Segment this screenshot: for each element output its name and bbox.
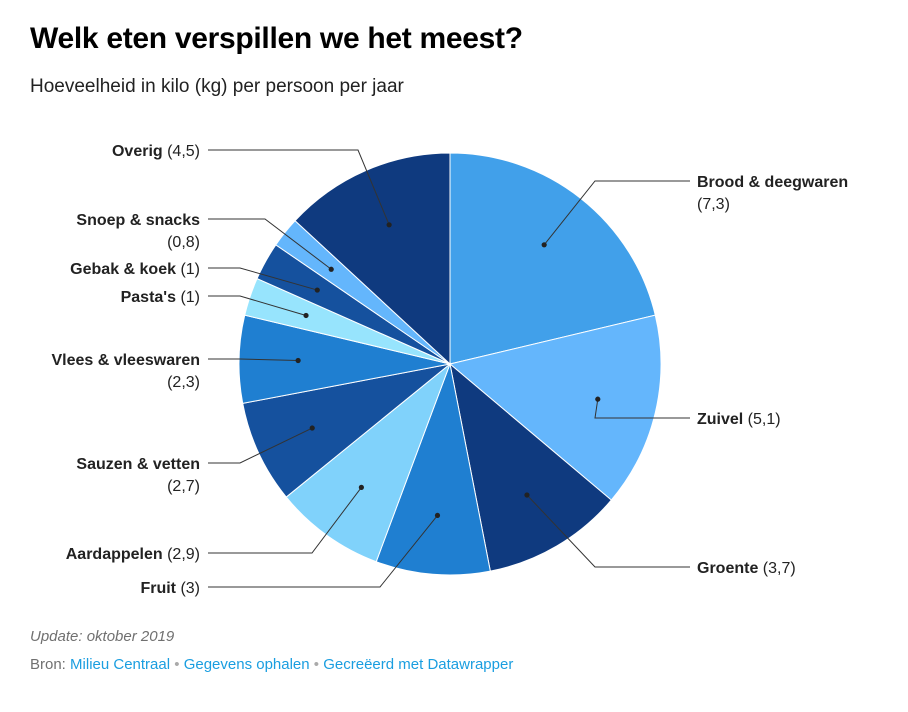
source-prefix: Bron: xyxy=(30,656,66,673)
slice-label-name: Zuivel xyxy=(697,411,743,428)
slice-label-snoep-snacks: Snoep & snacks (0,8) xyxy=(76,212,200,251)
slice-label-value: (2,3) xyxy=(167,374,200,391)
callout-line-snoep-snacks xyxy=(208,218,332,270)
chart-title: Welk eten verspillen we het meest? xyxy=(30,22,523,55)
separator-dot: • xyxy=(174,656,180,673)
callout-line-vlees-vleeswaren xyxy=(208,358,299,362)
pie-slice-aardappelen[interactable] xyxy=(285,362,452,563)
slice-label-zuivel: Zuivel (5,1) xyxy=(697,411,781,428)
callout-dot-fruit xyxy=(434,512,441,519)
pie-slice-overig[interactable] xyxy=(294,152,451,366)
callout-line-pasta-s xyxy=(208,295,307,316)
callout-line-zuivel xyxy=(594,399,690,419)
slice-label-value: (1) xyxy=(176,261,200,278)
callout-dot-brood-deegwaren xyxy=(541,242,547,248)
callout-line-brood-deegwaren xyxy=(543,180,690,246)
pie-labels: Brood & deegwaren (7,3) Zuivel (5,1) Groent… xyxy=(51,143,848,597)
pie-slices xyxy=(238,152,662,576)
slice-label-value: (4,5) xyxy=(163,143,200,160)
slice-label-pasta-s: Pasta's (1) xyxy=(121,289,200,306)
chart-subtitle: Hoeveelheid in kilo (kg) per persoon per… xyxy=(30,76,404,97)
slice-label-vlees-vleeswaren: Vlees & vleeswaren (2,3) xyxy=(51,352,200,391)
callout-line-overig xyxy=(208,149,390,225)
slice-label-name: Aardappelen xyxy=(66,546,163,563)
slice-label-value: (7,3) xyxy=(697,196,730,213)
slice-label-aardappelen: Aardappelen (2,9) xyxy=(66,546,200,563)
slice-label-name: Snoep & snacks xyxy=(76,212,200,229)
pie-slice-fruit[interactable] xyxy=(375,362,491,576)
slice-label-overig: Overig (4,5) xyxy=(112,143,200,160)
callout-dot-pasta-s xyxy=(303,312,309,319)
pie-chart: Brood & deegwaren (7,3) Zuivel (5,1) Groent… xyxy=(51,143,848,597)
pie-slice-sauzen-vetten[interactable] xyxy=(242,363,451,498)
callout-dot-groente xyxy=(524,492,530,498)
slice-label-name: Sauzen & vetten xyxy=(76,456,200,473)
slice-label-value: (0,8) xyxy=(167,234,200,251)
made-with-link[interactable]: Gecreëerd met Datawrapper xyxy=(323,656,514,673)
slice-label-gebak-koek: Gebak & koek (1) xyxy=(70,261,200,278)
slice-label-name: Overig xyxy=(112,143,163,160)
pie-slice-groente[interactable] xyxy=(449,362,612,572)
callout-dot-zuivel xyxy=(595,396,601,402)
slice-label-value: (3,7) xyxy=(758,560,795,577)
callout-line-sauzen-vetten xyxy=(208,427,313,464)
slice-label-brood-deegwaren: Brood & deegwaren (7,3) xyxy=(697,174,848,213)
callout-line-aardappelen xyxy=(208,487,362,554)
update-note: Update: oktober 2019 xyxy=(30,628,175,645)
source-line: Bron: Milieu Centraal • Gegevens ophalen… xyxy=(30,656,513,673)
slice-label-value: (1) xyxy=(176,289,200,306)
slice-label-name: Brood & deegwaren xyxy=(697,174,848,191)
callout-line-fruit xyxy=(208,515,438,588)
callout-dot-aardappelen xyxy=(358,484,364,490)
slice-label-name: Groente xyxy=(697,560,758,577)
callout-line-groente xyxy=(526,494,690,568)
callout-dot-overig xyxy=(386,222,392,228)
callout-line-gebak-koek xyxy=(208,267,318,291)
separator-dot: • xyxy=(313,656,320,673)
pie-slice-zuivel[interactable] xyxy=(448,314,662,501)
slice-label-fruit: Fruit (3) xyxy=(140,580,200,597)
slice-label-name: Pasta's xyxy=(121,289,177,306)
slice-label-value: (2,7) xyxy=(167,478,200,495)
slice-label-groente: Groente (3,7) xyxy=(697,560,796,577)
slice-label-sauzen-vetten: Sauzen & vetten (2,7) xyxy=(76,456,200,495)
get-data-link[interactable]: Gegevens ophalen xyxy=(183,656,310,673)
slice-label-name: Gebak & koek xyxy=(70,261,176,278)
callout-dot-vlees-vleeswaren xyxy=(295,357,301,364)
slice-label-value: (5,1) xyxy=(743,411,780,428)
callout-dot-gebak-koek xyxy=(314,287,320,293)
slice-label-value: (2,9) xyxy=(163,546,200,563)
source-link[interactable]: Milieu Centraal xyxy=(70,656,171,673)
pie-callouts xyxy=(208,149,690,588)
slice-label-value: (3) xyxy=(176,580,200,597)
callout-dot-sauzen-vetten xyxy=(309,425,315,431)
slice-label-name: Fruit xyxy=(140,580,176,597)
slice-label-name: Vlees & vleeswaren xyxy=(51,352,200,369)
callout-dot-snoep-snacks xyxy=(328,266,334,272)
